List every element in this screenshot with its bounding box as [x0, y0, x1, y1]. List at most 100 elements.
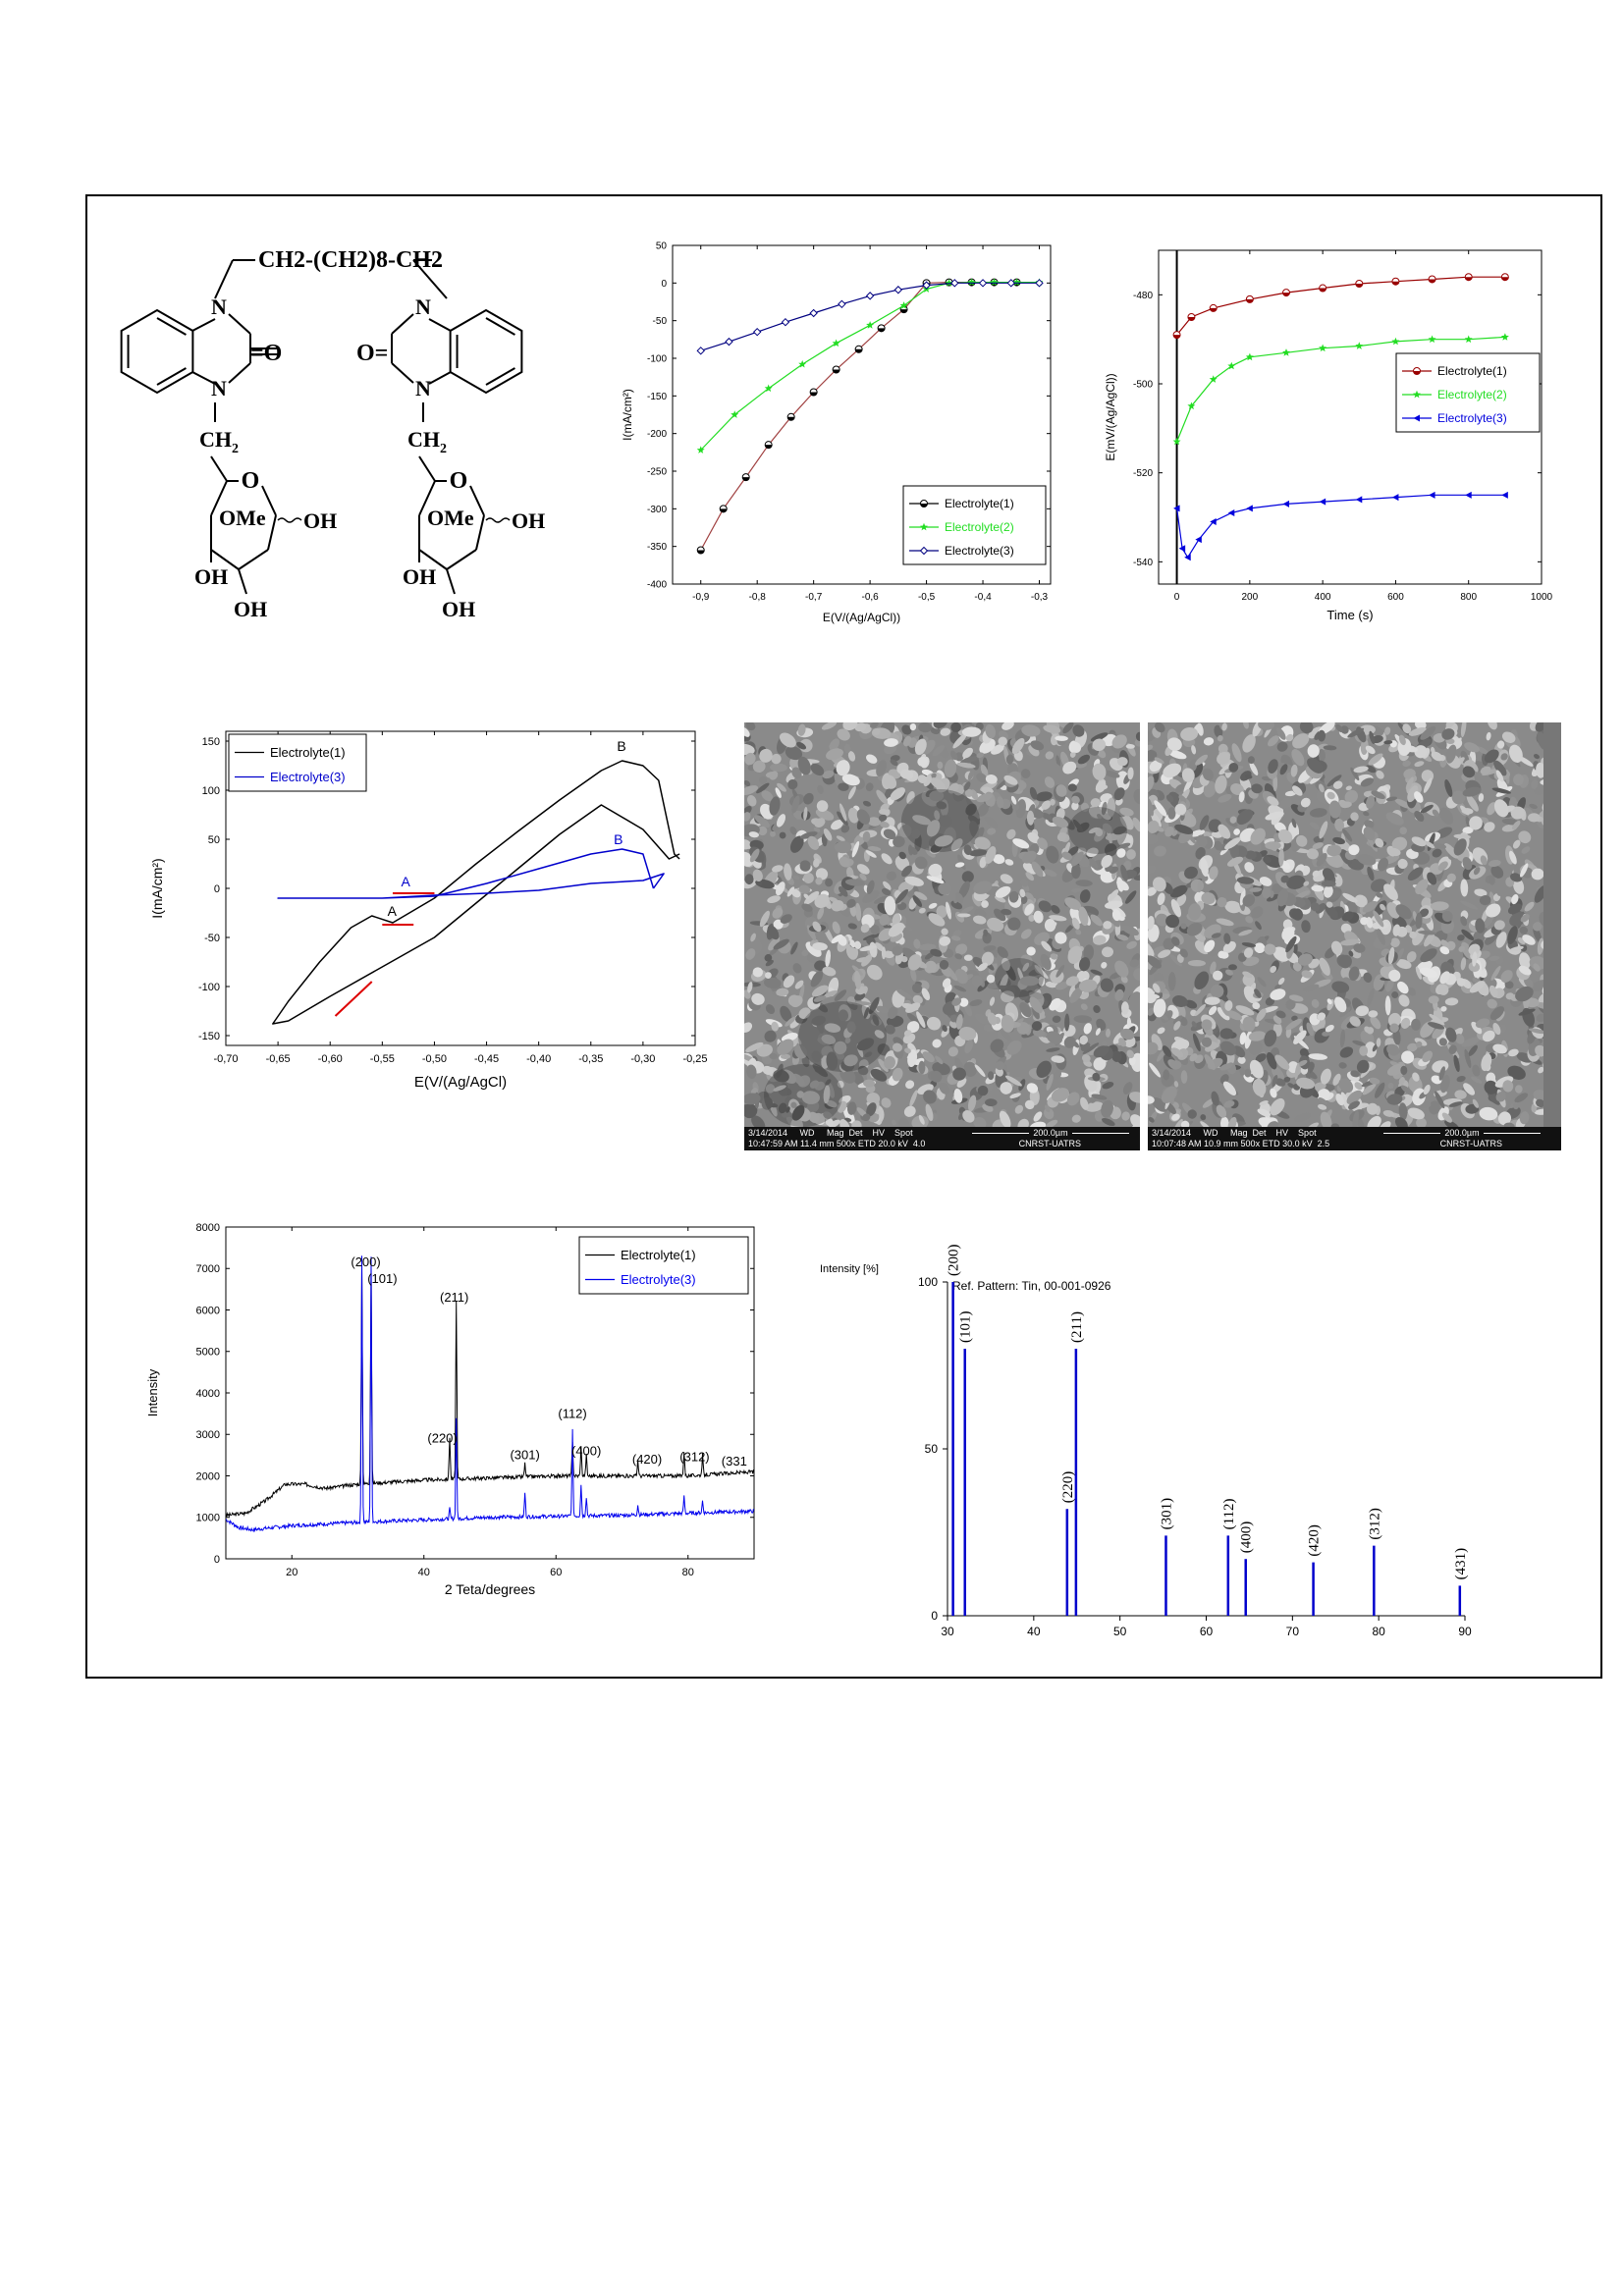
sem-grain	[1063, 1036, 1076, 1048]
sem-grain	[1259, 877, 1272, 886]
sem-grain	[785, 746, 803, 761]
sem-grain	[1238, 791, 1245, 803]
sem-grain	[1325, 1025, 1334, 1033]
sem-grain	[1271, 1066, 1285, 1082]
sem-grain	[846, 1101, 857, 1115]
sem-grain	[796, 1091, 805, 1098]
x-tick-label: -0,70	[213, 1053, 238, 1065]
sem-grain	[1080, 802, 1090, 813]
sem-grain	[1280, 875, 1289, 883]
sem-grain	[1288, 994, 1304, 1002]
sem-grain	[979, 738, 996, 754]
sem-grain	[1148, 939, 1153, 946]
sem-grain	[916, 1011, 926, 1029]
sem-grain	[1416, 1041, 1423, 1048]
sem-grain	[1539, 911, 1543, 928]
sem-grain	[856, 809, 871, 825]
sem-grain	[807, 835, 820, 850]
sem-grain	[946, 901, 951, 920]
sem-grain	[963, 1061, 977, 1077]
sem-grain	[1026, 946, 1036, 956]
sem-grain	[777, 782, 786, 792]
sem-grain	[898, 1117, 910, 1127]
sem-grain	[1332, 1073, 1341, 1086]
sem-grain	[1307, 744, 1320, 758]
sem-grain	[1468, 1044, 1478, 1056]
sem-grain	[997, 946, 1008, 959]
sem-grain	[866, 964, 883, 981]
sem-grain	[1095, 780, 1107, 793]
sem-grain	[1194, 1003, 1207, 1017]
sem-info-row2: 10:07:48 AM 10.9 mm 500x ETD 30.0 kV 2.5	[1152, 1139, 1330, 1148]
sem-grain	[1122, 1082, 1133, 1095]
sem-grain	[1326, 901, 1333, 908]
data-point	[1391, 494, 1399, 502]
sem-grain	[997, 796, 1004, 809]
sem-grain	[1267, 1121, 1279, 1127]
sem-grain	[1541, 939, 1543, 949]
oh-label: OH	[194, 564, 228, 589]
sem-grain	[1127, 767, 1134, 780]
data-point	[1319, 498, 1326, 506]
sem-grain	[1509, 945, 1524, 952]
sem-grain	[1414, 811, 1425, 822]
sem-grain	[899, 769, 914, 779]
sem-grain	[1489, 891, 1495, 907]
sem-grain	[1024, 903, 1035, 916]
sem-grain	[1445, 1027, 1457, 1042]
sem-grain	[747, 982, 753, 993]
peak-label: (101)	[367, 1271, 397, 1286]
data-point	[798, 359, 807, 368]
sem-grain	[837, 1080, 844, 1089]
sem-grain	[798, 884, 811, 894]
ch2-label: CH2	[407, 427, 447, 456]
sem-grain	[1394, 798, 1412, 809]
sem-grain	[1219, 1074, 1229, 1085]
sem-grain	[1256, 1008, 1267, 1022]
sem-grain	[1119, 807, 1134, 817]
sem-grain	[949, 750, 958, 761]
sem-grain	[930, 948, 943, 957]
sem-grain	[762, 1065, 774, 1075]
data-point	[1195, 536, 1202, 544]
sem-grain	[744, 785, 759, 796]
sem-grain	[1312, 842, 1324, 850]
sem-grain	[1441, 910, 1453, 923]
sem-grain	[1080, 1042, 1091, 1051]
sem-grain	[1300, 797, 1311, 808]
sem-grain	[857, 1065, 869, 1076]
sem-grain	[913, 938, 921, 949]
sem-grain	[803, 792, 814, 805]
sem-grain	[926, 1016, 942, 1031]
bond	[418, 455, 436, 482]
sem-grain	[1520, 943, 1528, 952]
sem-grain	[777, 1039, 794, 1055]
sem-grain	[1086, 847, 1099, 858]
sem-grain	[898, 824, 912, 838]
sem-grain	[1403, 769, 1416, 779]
sem-grain	[1102, 946, 1113, 958]
sem-grain	[950, 838, 963, 852]
sem-grain	[1318, 783, 1325, 793]
sem-grain	[1412, 1088, 1426, 1106]
sem-grain	[883, 828, 896, 840]
sem-grain	[750, 933, 756, 942]
sem-grain	[1391, 836, 1408, 851]
sem-grain	[1270, 965, 1277, 974]
sem-grain	[1180, 727, 1199, 741]
data-point-fill	[900, 309, 908, 313]
sem-grain	[999, 1110, 1011, 1127]
sem-grain	[1428, 995, 1439, 1004]
reference-peak-label: (101)	[958, 1311, 974, 1344]
sem-grain	[955, 1014, 963, 1030]
sem-grain	[1278, 977, 1285, 986]
sem-grain	[1021, 724, 1041, 737]
sem-grain	[926, 820, 941, 837]
legend-label: Electrolyte(1)	[1437, 364, 1507, 378]
sem-grain	[1407, 1042, 1418, 1052]
sem-grain	[1170, 936, 1180, 946]
sem-grain	[812, 921, 822, 933]
sem-grain	[1311, 998, 1320, 1008]
sem-info-bar-2: 3/14/2014 WD Mag Det HV Spot 10:07:48 AM…	[1148, 1127, 1561, 1150]
sem-grain	[894, 888, 909, 904]
